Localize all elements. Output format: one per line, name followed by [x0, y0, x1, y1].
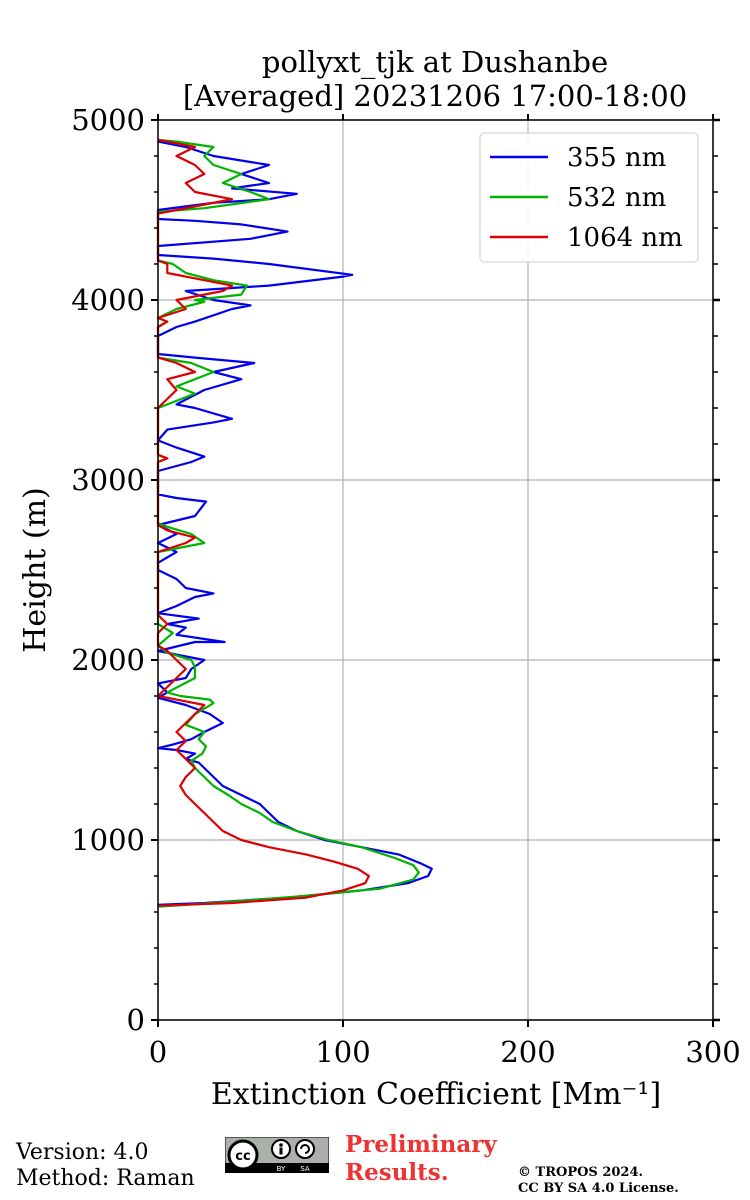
cc-by-sa-icon: cc BY SA: [225, 1137, 329, 1173]
preliminary-results-line1: Preliminary: [345, 1131, 497, 1158]
legend: 355 nm 532 nm 1064 nm: [479, 132, 699, 263]
y-tick-label: 3000: [71, 463, 145, 497]
legend-box: [479, 132, 699, 263]
y-tick-label: 4000: [71, 283, 145, 317]
x-tick-label: 200: [500, 1035, 555, 1069]
y-axis-label: Height (m): [18, 487, 53, 652]
sa-badge-text: SA: [300, 1165, 310, 1173]
legend-label: 532 nm: [567, 183, 666, 213]
y-tick-label: 1000: [71, 823, 145, 857]
copyright-line1: © TROPOS 2024.: [518, 1165, 644, 1180]
x-axis-label: Extinction Coefficient [Mm⁻¹]: [211, 1077, 661, 1112]
y-tick-label: 2000: [71, 643, 145, 677]
x-tick-label: 0: [149, 1035, 167, 1069]
version-text: Version: 4.0: [16, 1140, 149, 1165]
chart-subtitle: [Averaged] 20231206 17:00-18:00: [183, 79, 687, 113]
y-tick-label: 5000: [71, 103, 145, 137]
preliminary-results-line2: Results.: [345, 1159, 449, 1186]
x-tick-label: 100: [315, 1035, 370, 1069]
legend-label: 1064 nm: [567, 223, 683, 253]
cc-badge-text: cc: [235, 1149, 250, 1164]
axis-ticks: [151, 114, 720, 1027]
y-tick-label: 0: [127, 1003, 145, 1037]
x-tick-label: 300: [685, 1035, 740, 1069]
by-badge-text: BY: [277, 1165, 286, 1173]
method-text: Method: Raman: [16, 1166, 195, 1191]
copyright-line2: CC BY SA 4.0 License.: [518, 1181, 679, 1196]
plot-frame: [157, 119, 714, 1021]
legend-label: 355 nm: [567, 143, 666, 173]
chart-title: pollyxt_tjk at Dushanbe: [262, 45, 608, 80]
